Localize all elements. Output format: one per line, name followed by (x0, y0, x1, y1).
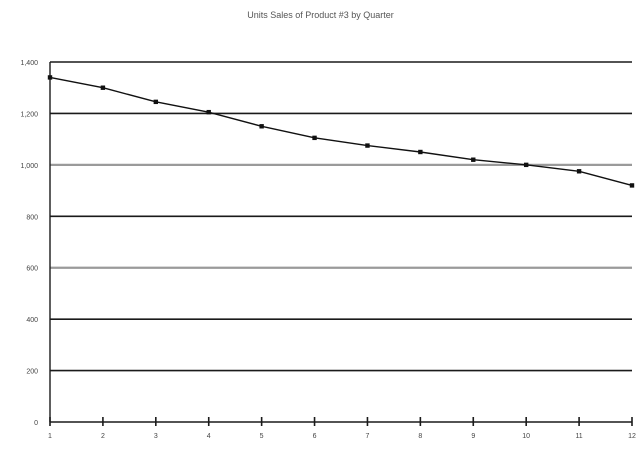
x-tick-label: 10 (522, 433, 530, 440)
x-tick-label: 8 (418, 433, 422, 440)
data-point (47, 75, 53, 80)
y-tick-label: 1,400 (20, 60, 38, 67)
y-tick-label: 200 (26, 369, 38, 376)
data-point (312, 135, 317, 141)
x-tick-label: 3 (154, 433, 158, 440)
data-point (418, 149, 423, 155)
data-point (153, 99, 159, 105)
y-tick-label: 0 (34, 420, 38, 427)
y-tick-label: 800 (26, 214, 38, 221)
data-point (365, 143, 370, 148)
series-line (49, 76, 633, 187)
x-tick-label: 1 (48, 433, 52, 440)
x-tick-label: 9 (471, 433, 475, 440)
x-tick-label: 5 (260, 433, 264, 440)
y-tick-label: 1,000 (20, 163, 38, 170)
x-tick-label: 6 (313, 433, 317, 440)
x-tick-label: 2 (101, 433, 105, 440)
grid-layer (50, 61, 632, 423)
data-point (100, 85, 106, 90)
data-point (576, 169, 582, 174)
x-tick-label: 11 (575, 433, 582, 440)
data-point (471, 157, 476, 162)
x-tick-label: 4 (207, 433, 211, 440)
series-layer (47, 75, 635, 188)
x-tick-label: 7 (366, 433, 370, 440)
data-point (259, 124, 264, 129)
data-point (629, 183, 635, 188)
data-point (523, 162, 529, 168)
data-point (206, 109, 211, 115)
y-tick-label: 400 (26, 317, 38, 324)
y-tick-label: 600 (26, 266, 38, 273)
chart-title: Units Sales of Product #3 by Quarter (247, 10, 394, 20)
y-tick-label: 1,200 (20, 111, 38, 118)
x-tick-label: 12 (628, 433, 636, 440)
